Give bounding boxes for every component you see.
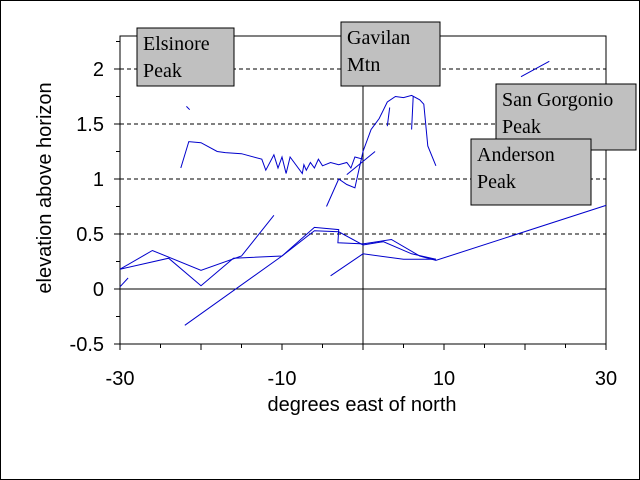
callout-label-line2: Peak: [143, 60, 182, 82]
callout-box-4: Anderson Peak: [470, 138, 592, 206]
series-line-2: [119, 230, 437, 287]
series-line-9: [386, 107, 391, 127]
series-line-8: [346, 151, 376, 175]
series-line-10: [411, 96, 414, 130]
y-tick-label: -0.5: [70, 334, 104, 356]
series-line-4: [330, 253, 436, 277]
series-line-5: [119, 277, 129, 288]
callout-label-line1: San Gorgonio: [502, 89, 613, 111]
y-axis-title: elevation above horizon: [34, 82, 56, 293]
y-tick-label: 2: [93, 59, 104, 81]
callout-box-2: Gavilan Mtn: [340, 21, 441, 87]
y-tick-label: 0: [93, 279, 104, 301]
series-line-1: [119, 214, 275, 271]
series-line-3: [184, 204, 607, 326]
callout-label-line2: Peak: [477, 171, 516, 193]
callout-label-line1: Anderson: [477, 144, 555, 166]
x-tick-label: -10: [268, 368, 297, 390]
y-tick-label: 1: [93, 169, 104, 191]
callout-label-line2: Peak: [502, 116, 541, 138]
series-line-6: [180, 141, 364, 175]
callout-label-line2: Mtn: [347, 54, 380, 76]
callout-rect: [470, 138, 592, 206]
callout-label-line1: Gavilan: [347, 27, 410, 49]
callout-rect: [136, 27, 235, 87]
series-line-7: [326, 94, 437, 207]
callout-label-line1: Elsinore: [143, 33, 210, 55]
x-tick-label: 10: [433, 368, 455, 390]
y-tick-label: 0.5: [76, 224, 104, 246]
callout-rect: [340, 21, 441, 87]
series-line-12: [520, 60, 550, 78]
callout-box-1: Elsinore Peak: [136, 27, 235, 87]
series-line-11: [186, 106, 191, 111]
y-tick-label: 1.5: [76, 114, 104, 136]
x-axis-title: degrees east of north: [267, 394, 456, 416]
x-tick-label: 30: [595, 368, 617, 390]
x-tick-label: -30: [106, 368, 135, 390]
